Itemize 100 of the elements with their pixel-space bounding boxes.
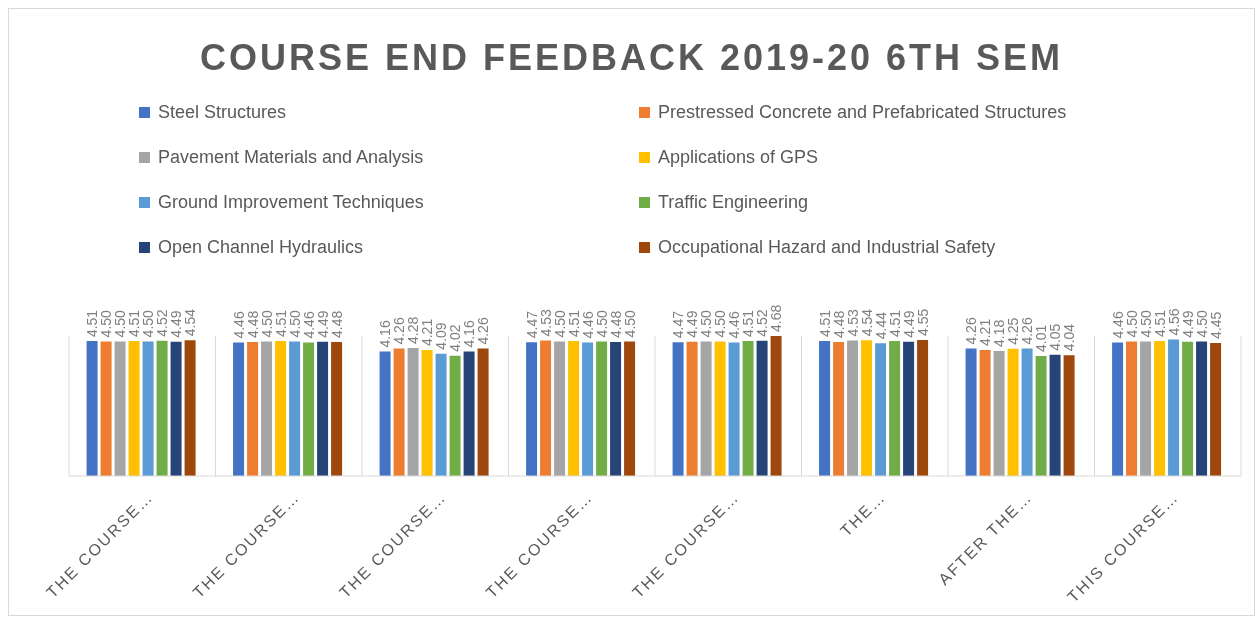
- bar: [1182, 341, 1194, 476]
- data-label: 4.46: [726, 311, 743, 339]
- bar: [317, 341, 329, 476]
- bar: [289, 341, 301, 476]
- data-label: 4.51: [1151, 309, 1168, 338]
- bar: [1126, 341, 1138, 476]
- data-label: 4.45: [1207, 311, 1224, 339]
- bar: [114, 341, 126, 476]
- bar: [833, 341, 845, 476]
- legend-label: Ground Improvement Techniques: [158, 192, 424, 213]
- data-label: 4.49: [314, 310, 331, 338]
- data-label: 4.49: [1179, 310, 1196, 338]
- bar: [449, 355, 461, 476]
- data-label: 4.18: [991, 319, 1008, 347]
- data-label: 4.50: [593, 309, 610, 338]
- bar: [1154, 341, 1166, 476]
- bar: [770, 336, 782, 476]
- data-label: 4.16: [377, 320, 394, 348]
- data-label: 4.49: [684, 310, 701, 338]
- bar: [261, 341, 273, 476]
- bar: [1007, 348, 1019, 476]
- bar: [184, 340, 196, 476]
- data-label: 4.52: [154, 309, 171, 337]
- chart-title: COURSE END FEEDBACK 2019-20 6TH SEM: [198, 37, 1065, 80]
- bar: [540, 340, 552, 476]
- data-label: 4.49: [900, 310, 917, 338]
- bar: [477, 348, 489, 476]
- data-label: 4.09: [433, 322, 450, 350]
- data-label: 4.50: [140, 309, 157, 338]
- data-label: 4.21: [977, 318, 994, 347]
- bar: [889, 341, 901, 476]
- bar: [170, 341, 182, 476]
- data-label: 4.51: [740, 309, 757, 338]
- bar: [686, 341, 698, 476]
- bar: [156, 340, 168, 476]
- data-label: 4.46: [230, 311, 247, 339]
- data-label: 4.50: [621, 309, 638, 338]
- bar: [1049, 354, 1061, 476]
- bar: [993, 350, 1005, 476]
- data-label: 4.25: [1005, 317, 1022, 345]
- data-label: 4.51: [84, 309, 101, 338]
- bar: [819, 341, 831, 476]
- bar: [596, 341, 608, 476]
- data-label: 4.52: [754, 309, 771, 337]
- bar: [1063, 355, 1075, 476]
- bar: [917, 339, 929, 476]
- data-label: 4.50: [1193, 309, 1210, 338]
- bar: [568, 341, 580, 476]
- bar: [610, 341, 622, 476]
- legend-label: Prestressed Concrete and Prefabricated Structures: [658, 102, 1067, 123]
- data-label: 4.50: [698, 309, 715, 338]
- bar: [756, 340, 768, 476]
- data-label: 4.21: [419, 318, 436, 347]
- data-label: 4.26: [1019, 317, 1036, 345]
- data-label: 4.55: [914, 308, 931, 336]
- data-label: 4.50: [112, 309, 129, 338]
- data-label: 4.02: [447, 324, 464, 352]
- data-label: 4.50: [712, 309, 729, 338]
- data-label: 4.51: [816, 309, 833, 338]
- data-label: 4.51: [272, 309, 289, 338]
- legend-label: Pavement Materials and Analysis: [158, 147, 424, 168]
- bar: [1035, 356, 1047, 476]
- bar: [672, 342, 684, 476]
- data-label: 4.51: [886, 309, 903, 338]
- bar: [1210, 342, 1222, 476]
- data-label: 4.53: [844, 309, 861, 337]
- bar: [86, 341, 98, 476]
- bar: [233, 342, 245, 476]
- bar: [903, 341, 915, 476]
- bar: [1196, 341, 1208, 476]
- legend-label: Open Channel Hydraulics: [158, 237, 364, 258]
- data-label: 4.53: [537, 309, 554, 337]
- bar: [435, 353, 447, 476]
- bar: [582, 342, 594, 476]
- data-label: 4.68: [768, 304, 785, 332]
- data-label: 4.47: [523, 310, 540, 339]
- data-label: 4.04: [1061, 323, 1078, 352]
- bar: [979, 350, 991, 476]
- legend-label: Applications of GPS: [658, 147, 819, 168]
- data-label: 4.16: [461, 320, 478, 348]
- data-label: 4.51: [565, 309, 582, 338]
- data-label: 4.28: [405, 316, 422, 344]
- data-label: 4.50: [551, 309, 568, 338]
- legend-label: Traffic Engineering: [658, 192, 809, 213]
- bar: [1168, 339, 1180, 476]
- data-label: 4.46: [1109, 311, 1126, 339]
- legend-label: Steel Structures: [158, 102, 287, 123]
- bar: [331, 341, 343, 476]
- legend-label: Occupational Hazard and Industrial Safety: [658, 237, 996, 258]
- data-label: 4.51: [126, 309, 143, 338]
- bar: [393, 348, 405, 476]
- data-label: 4.46: [300, 311, 317, 339]
- data-label: 4.01: [1033, 324, 1050, 353]
- bar: [142, 341, 154, 476]
- data-label: 4.05: [1047, 323, 1064, 351]
- bar: [847, 340, 859, 476]
- bar: [407, 347, 419, 476]
- bar: [700, 341, 712, 476]
- bar: [247, 341, 259, 476]
- data-label: 4.50: [258, 309, 275, 338]
